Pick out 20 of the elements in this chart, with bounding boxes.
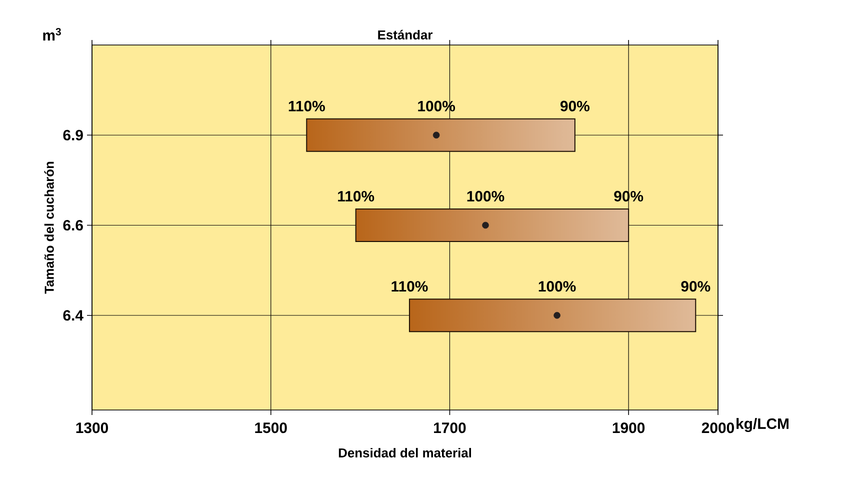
- annotation: 90%: [560, 100, 590, 112]
- annotation: 110%: [338, 190, 374, 202]
- annotation: 90%: [681, 281, 710, 292]
- annotation: 110%: [288, 100, 325, 112]
- y-tick-label: 6.4: [63, 310, 84, 321]
- chart-title: Estándar: [378, 30, 433, 40]
- y-tick-label: 6.6: [63, 220, 83, 231]
- x-tick-label: 1900: [612, 422, 645, 434]
- annotation: 100%: [538, 281, 576, 292]
- y-tick-label: 6.9: [63, 130, 83, 140]
- x-axis-title: Densidad del material: [338, 448, 472, 458]
- x-tick-label: 1300: [76, 422, 108, 434]
- y-axis-title: Tamaño del cucharón: [44, 162, 54, 294]
- text: kg/LCM: [736, 418, 788, 432]
- x-tick-label: 1500: [255, 422, 287, 434]
- x-tick-label: 1700: [434, 422, 466, 434]
- annotation: 100%: [467, 190, 504, 202]
- x-tick-label: 2000: [702, 422, 734, 434]
- text: m$^{3}$: [43, 28, 61, 40]
- annotation: 110%: [392, 281, 428, 292]
